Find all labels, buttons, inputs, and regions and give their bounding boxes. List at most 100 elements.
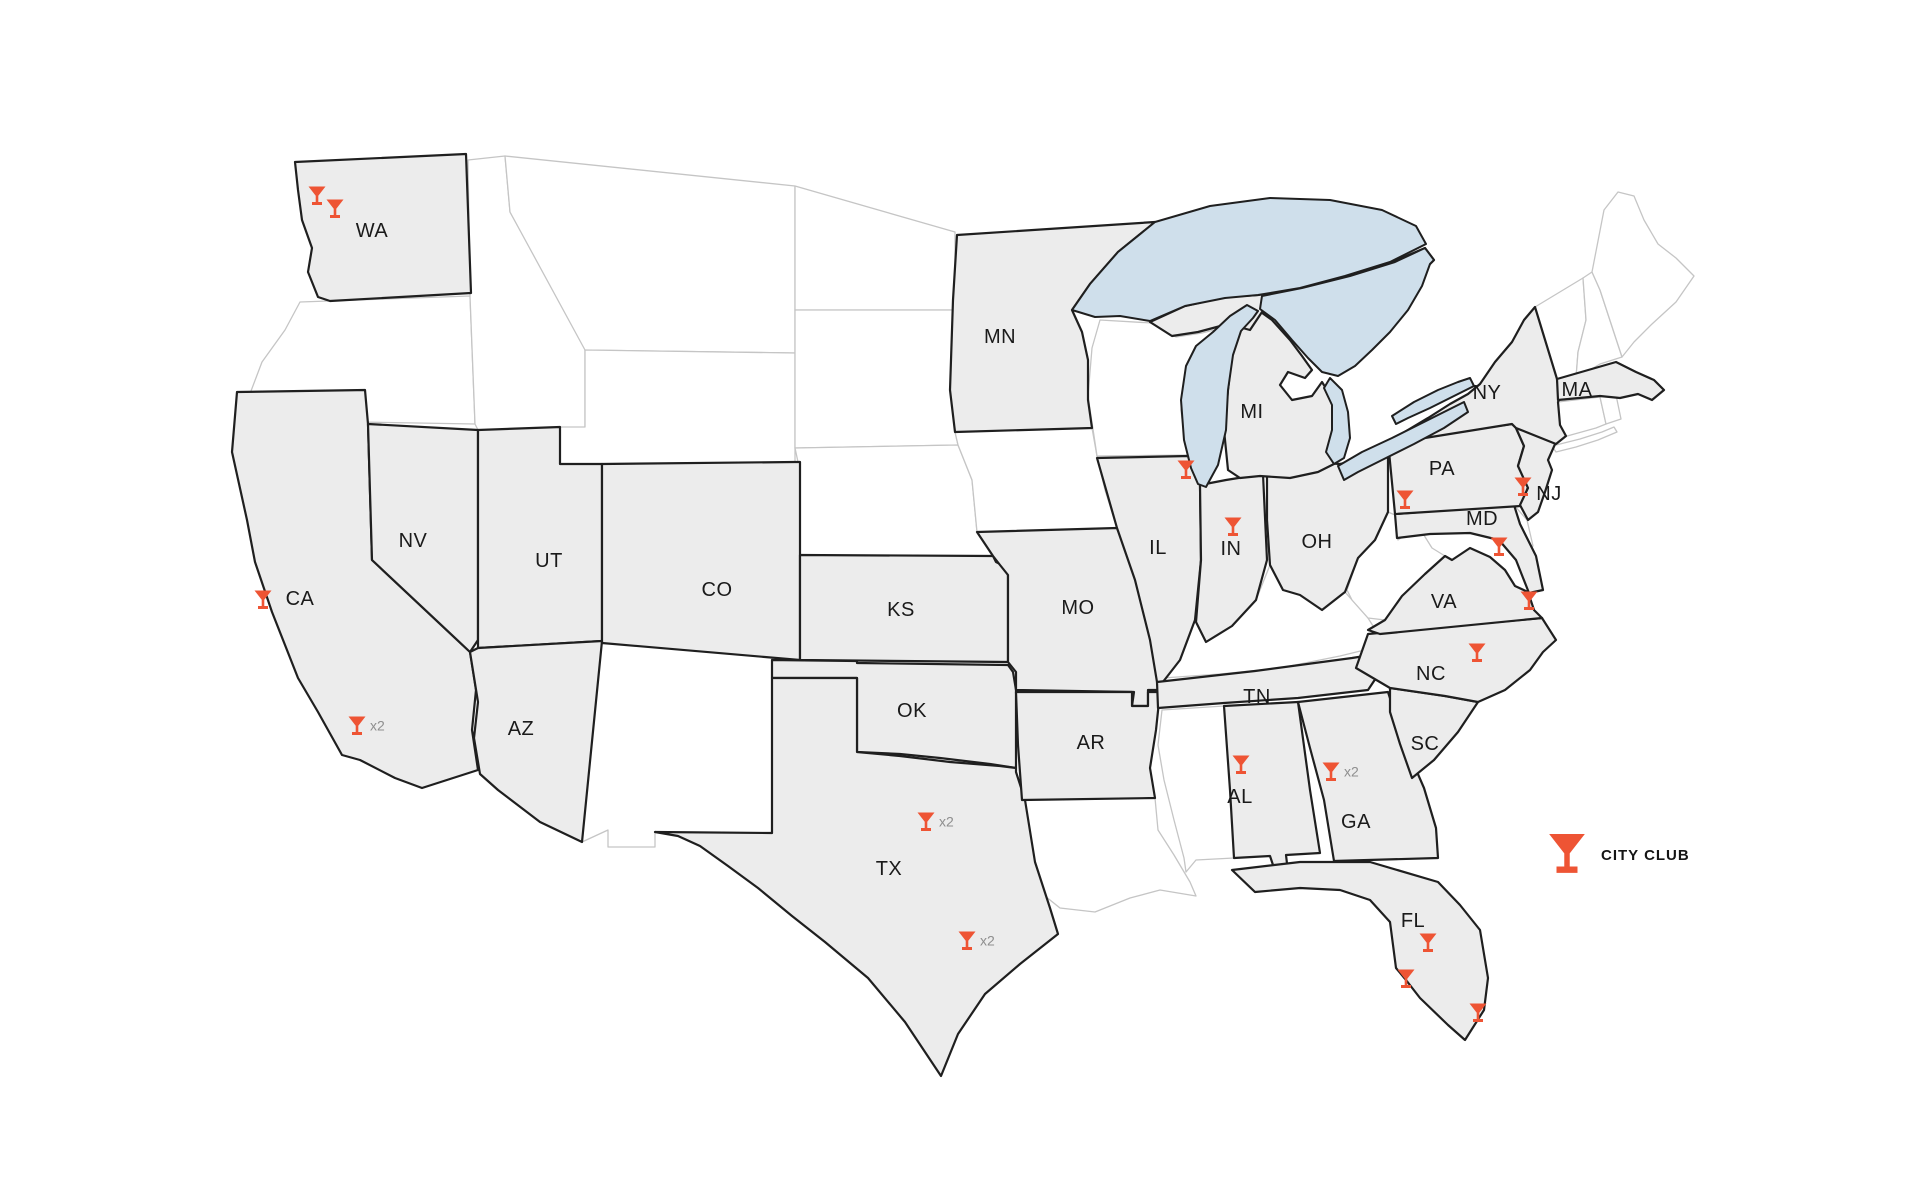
state-label-oh: OH bbox=[1302, 531, 1333, 553]
great-lakes-layer bbox=[1071, 197, 1475, 488]
state-shape-me bbox=[1591, 191, 1695, 358]
lake-shape-6 bbox=[1391, 377, 1475, 425]
state-label-ks: KS bbox=[887, 599, 915, 621]
martini-glass-icon bbox=[1232, 755, 1250, 774]
state-label-md: MD bbox=[1466, 508, 1498, 530]
state-shape-ct bbox=[1557, 396, 1607, 439]
state-label-tx: TX bbox=[876, 858, 903, 880]
martini-glass-icon bbox=[1322, 762, 1340, 781]
club-marker-fl-17 bbox=[1397, 969, 1415, 988]
state-label-nv: NV bbox=[399, 530, 428, 552]
state-label-nc: NC bbox=[1416, 663, 1446, 685]
martini-glass-icon bbox=[1490, 537, 1508, 556]
state-shape-tx bbox=[653, 676, 1060, 1078]
state-shape-nv bbox=[366, 422, 480, 654]
state-shape-nc bbox=[1354, 616, 1558, 704]
states-with-clubs-layer bbox=[230, 152, 1666, 1078]
state-label-wa: WA bbox=[356, 220, 389, 242]
marker-count-badge: x2 bbox=[980, 933, 995, 949]
lake-shape-4 bbox=[1323, 377, 1351, 465]
state-label-mo: MO bbox=[1061, 597, 1094, 619]
martini-glass-icon bbox=[326, 199, 344, 218]
lake-shape-2 bbox=[1180, 304, 1259, 488]
club-marker-ca-3 bbox=[254, 590, 272, 609]
state-shape-ia bbox=[954, 427, 1118, 533]
state-label-ar: AR bbox=[1077, 732, 1106, 754]
state-shape-nj bbox=[1514, 426, 1558, 522]
martini-glass-icon bbox=[308, 186, 326, 205]
state-label-ga: GA bbox=[1341, 811, 1371, 833]
martini-glass-icon bbox=[1177, 460, 1195, 479]
club-marker-nc-13 bbox=[1468, 643, 1486, 662]
state-label-mn: MN bbox=[984, 326, 1016, 348]
state-shape-md bbox=[1393, 503, 1545, 595]
marker-count-badge: x2 bbox=[1344, 764, 1359, 780]
club-marker-nj-10 bbox=[1514, 477, 1532, 496]
state-shape-tn bbox=[1155, 650, 1392, 710]
state-shape-fl bbox=[1230, 860, 1490, 1042]
martini-glass-icon bbox=[1469, 1003, 1487, 1022]
state-label-ny: NY bbox=[1473, 382, 1502, 404]
marker-count-badge: x2 bbox=[370, 718, 385, 734]
club-marker-va-12 bbox=[1520, 591, 1538, 610]
state-shape-nm bbox=[581, 640, 773, 848]
state-shape-wa bbox=[293, 152, 473, 303]
club-marker-fl-18 bbox=[1469, 1003, 1487, 1022]
marker-count-badge: x2 bbox=[939, 814, 954, 830]
club-marker-ca-4: x2 bbox=[348, 716, 385, 735]
state-shape-la bbox=[1021, 797, 1197, 913]
club-markers-layer: x2 x2 x2 x2 bbox=[254, 186, 1538, 1022]
martini-glass-icon bbox=[1224, 517, 1242, 536]
state-label-ok: OK bbox=[897, 700, 927, 722]
state-label-co: CO bbox=[702, 579, 733, 601]
martini-glass-icon bbox=[1514, 477, 1532, 496]
club-marker-pa-9 bbox=[1396, 490, 1414, 509]
club-marker-md-11 bbox=[1490, 537, 1508, 556]
martini-glass-icon bbox=[1520, 591, 1538, 610]
state-label-pa: PA bbox=[1429, 458, 1455, 480]
state-label-tn: TN bbox=[1243, 686, 1271, 708]
martini-glass-icon bbox=[254, 590, 272, 609]
club-marker-in-8 bbox=[1224, 517, 1242, 536]
state-label-ma: MA bbox=[1562, 379, 1593, 401]
state-label-fl: FL bbox=[1401, 910, 1425, 932]
state-label-il: IL bbox=[1149, 537, 1167, 559]
club-marker-wa-2 bbox=[326, 199, 344, 218]
legend-martini-glass-icon bbox=[1549, 834, 1585, 873]
lake-shape-1 bbox=[1071, 197, 1427, 322]
state-label-ut: UT bbox=[535, 550, 563, 572]
club-marker-fl-16 bbox=[1419, 933, 1437, 952]
state-shape-co bbox=[600, 460, 802, 662]
club-marker-al-14 bbox=[1232, 755, 1250, 774]
state-label-in: IN bbox=[1221, 538, 1242, 560]
state-shape-li bbox=[1551, 426, 1618, 453]
state-label-mi: MI bbox=[1240, 401, 1263, 423]
state-shape-wy bbox=[559, 349, 796, 465]
club-marker-wa-1 bbox=[308, 186, 326, 205]
club-marker-ga-15: x2 bbox=[1322, 762, 1359, 781]
lake-shape-3 bbox=[1259, 247, 1435, 377]
club-marker-il-7 bbox=[1177, 460, 1195, 479]
state-label-az: AZ bbox=[508, 718, 535, 740]
martini-glass-icon bbox=[1396, 490, 1414, 509]
state-labels-layer: WA CA NV UT CO KS AZ TX OK AR MO MN MI IL IN OH TN AL GA SC… bbox=[286, 220, 1593, 932]
martini-glass-icon bbox=[348, 716, 366, 735]
state-shape-sd bbox=[794, 309, 959, 449]
martini-glass-icon bbox=[917, 812, 935, 831]
lake-shape-5 bbox=[1337, 401, 1469, 481]
martini-glass-icon bbox=[1397, 969, 1415, 988]
club-marker-tx-6: x2 bbox=[958, 931, 995, 950]
martini-glass-icon bbox=[1419, 933, 1437, 952]
martini-glass-icon bbox=[958, 931, 976, 950]
state-shape-ar bbox=[1014, 690, 1162, 802]
state-label-va: VA bbox=[1431, 591, 1457, 613]
martini-glass-icon bbox=[1468, 643, 1486, 662]
club-marker-tx-5: x2 bbox=[917, 812, 954, 831]
state-shape-az bbox=[468, 639, 604, 844]
state-label-sc: SC bbox=[1411, 733, 1440, 755]
legend: CITY CLUB bbox=[1549, 834, 1689, 873]
state-shape-ma bbox=[1555, 360, 1666, 402]
state-label-ca: CA bbox=[286, 588, 315, 610]
